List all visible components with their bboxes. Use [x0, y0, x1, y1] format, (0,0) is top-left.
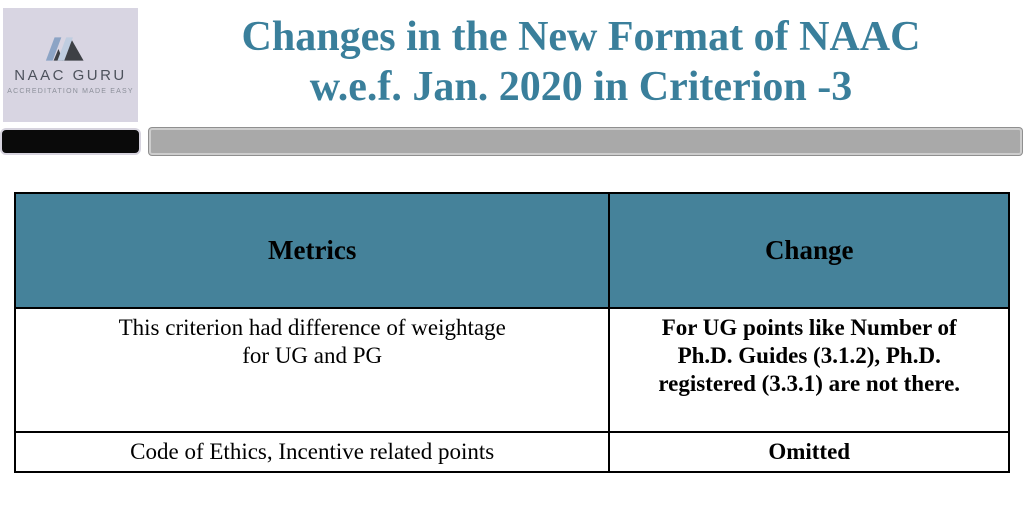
column-header-metrics: Metrics	[13, 192, 611, 309]
table-row: Code of Ethics, Incentive related points…	[13, 431, 1010, 473]
decorative-bar-black	[0, 128, 141, 155]
column-header-change: Change	[608, 192, 1010, 309]
logo-name: NAAC GURU	[14, 67, 127, 84]
slide-title-line-1: Changes in the New Format of NAAC	[241, 14, 921, 60]
changes-table: Metrics Change This criterion had differ…	[13, 192, 1010, 473]
slide-title-line-2: w.e.f. Jan. 2020 in Criterion -3	[309, 64, 853, 110]
naac-guru-logo: NAAC GURU ACCREDITATION MADE EASY	[3, 8, 138, 122]
metric-cell-code-of-ethics: Code of Ethics, Incentive related points	[13, 431, 611, 473]
decorative-bar-gray	[149, 128, 1022, 155]
table-header-row: Metrics Change	[13, 192, 1010, 309]
change-cell-ug-points: For UG points like Number of Ph.D. Guide…	[608, 307, 1010, 433]
slide-title: Changes in the New Format of NAAC w.e.f.…	[145, 12, 1017, 112]
table-row: This criterion had difference of weighta…	[13, 307, 1010, 433]
change-cell-omitted: Omitted	[608, 431, 1010, 473]
metric-cell-weightage: This criterion had difference of weighta…	[13, 307, 611, 433]
logo-tagline: ACCREDITATION MADE EASY	[7, 88, 134, 95]
logo-mark-icon	[45, 37, 84, 61]
